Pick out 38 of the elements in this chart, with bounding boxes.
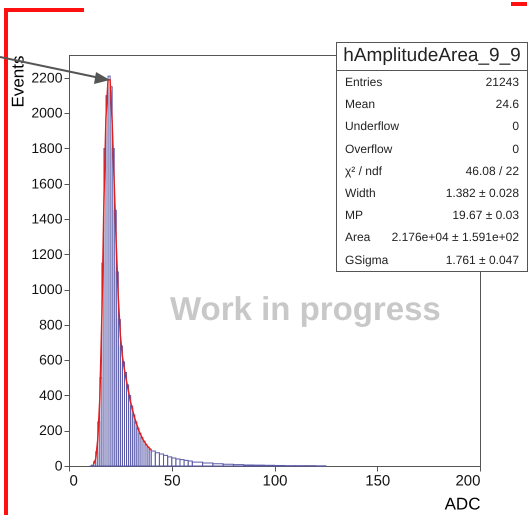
y-tick-label: 1800: [31, 140, 63, 156]
annotation: 1.382 ± 0.028: [446, 184, 519, 202]
chart-title: hAmplitudeArea_9_9: [337, 43, 527, 71]
x-tick-label: 0: [70, 472, 78, 490]
x-axis-title: ADC: [444, 494, 480, 514]
y-axis-title: Events: [8, 56, 28, 108]
x-tick-label: 200: [455, 472, 480, 490]
annotation: Mean: [345, 96, 376, 114]
y-tick-label: 0: [54, 458, 63, 474]
y-tick-label: 600: [39, 352, 63, 368]
text: 0: [512, 118, 519, 136]
annotation: Area: [345, 229, 370, 246]
text: 0: [512, 140, 519, 158]
text: 24.6: [496, 96, 519, 114]
annotation: Entries: [345, 74, 382, 91]
y-tick-label: 1000: [31, 281, 63, 298]
y-tick-label: 1600: [31, 175, 63, 192]
annotation: Overflow: [345, 140, 392, 158]
annotation: 2.176e+04 ± 1.591e+02: [392, 229, 519, 246]
y-tick-label: 2200: [31, 69, 63, 86]
y-tick-label: 1400: [31, 210, 63, 227]
annotation: 46.08 / 22: [466, 162, 519, 180]
annotation: χ² / ndf: [345, 162, 382, 180]
y-tick-label: 200: [39, 422, 63, 438]
y-tick-label: 1200: [31, 246, 63, 262]
annotation: 1.761 ± 0.047: [446, 252, 519, 268]
annotation: GSigma: [345, 252, 388, 268]
annotation: 19.67 ± 0.03: [452, 207, 519, 224]
x-tick-label: 50: [164, 472, 181, 490]
y-tick-label: 2000: [31, 104, 63, 121]
y-tick-label: 400: [39, 386, 63, 403]
text: 21243: [486, 74, 519, 91]
annotation: Width: [345, 184, 376, 202]
annotation: MP: [345, 207, 363, 224]
y-tick-label: 800: [39, 316, 63, 332]
x-tick-label: 100: [262, 472, 288, 490]
x-tick-label: 150: [365, 472, 390, 490]
annotation: Underflow: [345, 118, 400, 136]
